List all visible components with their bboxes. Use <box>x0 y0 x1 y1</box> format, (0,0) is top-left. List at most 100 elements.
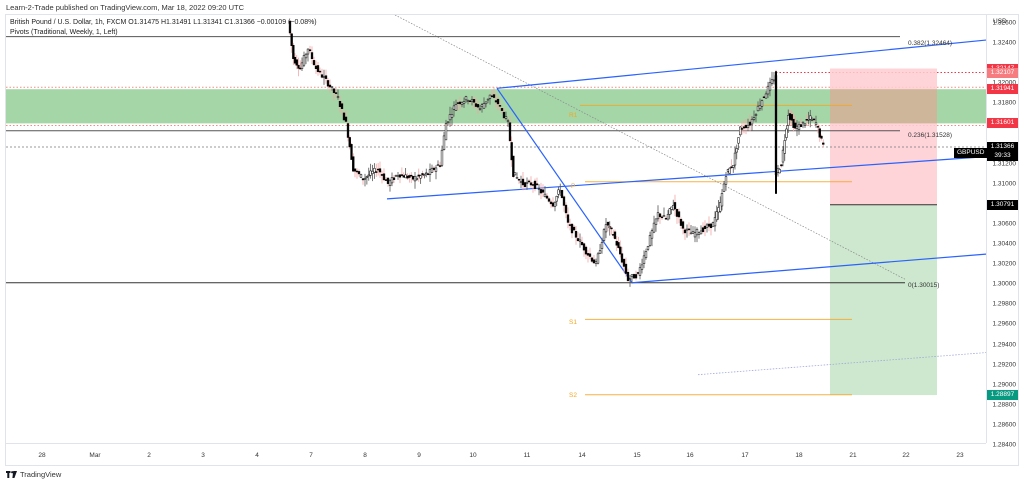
price-tick: 1.29200 <box>992 361 1017 369</box>
candle-bull <box>322 76 326 78</box>
candle-bear <box>683 229 687 234</box>
candle-bull <box>711 222 715 227</box>
candle-bear <box>580 241 584 246</box>
time-tick: 17 <box>741 452 749 459</box>
price-tick: 1.28400 <box>992 441 1017 449</box>
candle-bull <box>596 253 600 264</box>
candle-bull <box>482 103 486 109</box>
candle-bear <box>533 180 537 190</box>
candle-bear <box>342 112 346 121</box>
price-badge: 1.31366 <box>987 141 1018 152</box>
candle-bull <box>336 96 340 98</box>
legend-indicator-pivots[interactable]: Pivots (Traditional, Weekly, 1, Left) <box>10 29 118 36</box>
price-chart-canvas[interactable] <box>6 15 986 443</box>
candle-bull <box>785 128 788 138</box>
candle-bear <box>398 174 402 178</box>
candle-bear <box>818 128 821 138</box>
price-axis[interactable]: USD 1.32600 1.32400 1.32000 1.31800 1.31200 1… <box>986 15 1020 449</box>
candle-bear <box>551 202 555 207</box>
chart-pane[interactable]: 0.382(1.32464) 0.236(1.31528) 0(1.30015)… <box>6 15 986 443</box>
candle-bear <box>780 164 783 167</box>
fib-label-0: 0(1.30015) <box>908 282 940 289</box>
candle-bull <box>419 175 422 179</box>
candle-bull <box>506 120 510 123</box>
candle-bull <box>466 100 470 102</box>
candle-bear <box>352 156 355 172</box>
candle-bull <box>783 140 786 154</box>
candle-bear <box>549 201 553 205</box>
candle-bull <box>628 278 632 281</box>
candle-bear <box>508 122 512 142</box>
price-tick: 1.31800 <box>992 99 1017 107</box>
price-tick: 1.29000 <box>992 381 1017 389</box>
candle-bear <box>539 189 543 194</box>
chart-frame <box>5 14 1019 466</box>
candle-bear <box>456 102 460 104</box>
candle-bear <box>320 74 324 78</box>
candle-bull <box>598 250 602 254</box>
candle-bear <box>675 209 679 217</box>
time-tick: 10 <box>469 452 477 459</box>
candle-bear <box>318 70 322 73</box>
candle-bull <box>746 124 750 128</box>
candle-bull <box>478 108 482 110</box>
time-tick: 4 <box>255 452 259 459</box>
time-tick: 11 <box>523 452 531 459</box>
candle-bull <box>369 170 372 176</box>
candle-bear <box>586 253 590 256</box>
price-tick: 1.32600 <box>992 19 1017 27</box>
candle-bear <box>406 175 409 179</box>
candle-bear <box>384 179 388 181</box>
candle-bear <box>411 176 415 180</box>
candle-bull <box>460 102 464 105</box>
candle-bull <box>787 115 790 126</box>
candle-bear <box>328 84 332 88</box>
candle-bear <box>512 155 515 177</box>
candle-bull <box>756 105 760 112</box>
candle-bear <box>380 174 384 176</box>
candle-bear <box>584 246 588 255</box>
candle-bear <box>822 142 825 145</box>
time-tick: 23 <box>956 452 964 459</box>
channel-upper-line <box>496 39 986 89</box>
time-axis[interactable]: 28 Mar 2 3 4 7 8 9 10 11 14 15 16 17 18 21 22 23 <box>6 443 986 466</box>
candle-bear <box>658 213 662 218</box>
candle-bear <box>348 137 351 148</box>
candle-bear <box>353 168 357 172</box>
candle-bull <box>444 123 448 141</box>
price-tick: 1.29600 <box>992 320 1017 328</box>
candle-bull <box>728 167 731 174</box>
candle-bear <box>531 184 535 186</box>
tradingview-footer[interactable]: TradingView <box>6 470 61 479</box>
candle-bull <box>578 239 582 242</box>
candle-bull <box>519 181 523 183</box>
candle-bear <box>472 99 476 103</box>
candle-bull <box>484 101 488 105</box>
zone-overlap <box>830 89 937 124</box>
candle-bear <box>742 126 746 129</box>
candle-bear <box>566 214 570 223</box>
candle-bear <box>490 95 494 98</box>
pivot-label-s2: S2 <box>569 392 577 399</box>
candle-bear <box>308 49 312 52</box>
candle-bear <box>619 246 622 255</box>
currency-label[interactable]: USD <box>993 18 1007 25</box>
candle-bull <box>764 93 768 99</box>
legend-symbol-ohlc[interactable]: British Pound / U.S. Dollar, 1h, FXCM O1… <box>10 19 317 26</box>
candle-bull <box>795 126 799 130</box>
tradingview-logo-icon <box>6 471 17 478</box>
bar-countdown: 39:33 <box>987 150 1018 161</box>
time-tick: 8 <box>363 452 367 459</box>
candle-bear <box>292 44 295 59</box>
candle-bear <box>606 221 610 226</box>
candle-bull <box>772 79 776 82</box>
candle-bear <box>703 225 707 230</box>
candle-bear <box>498 105 502 107</box>
symbol-badge: GBPUSD <box>954 148 988 158</box>
candle-bear <box>790 114 793 121</box>
candle-bull <box>555 196 558 202</box>
candle-bear <box>529 182 533 186</box>
candle-bear <box>687 228 691 231</box>
candle-bull <box>803 123 807 127</box>
candle-bull <box>720 193 724 207</box>
